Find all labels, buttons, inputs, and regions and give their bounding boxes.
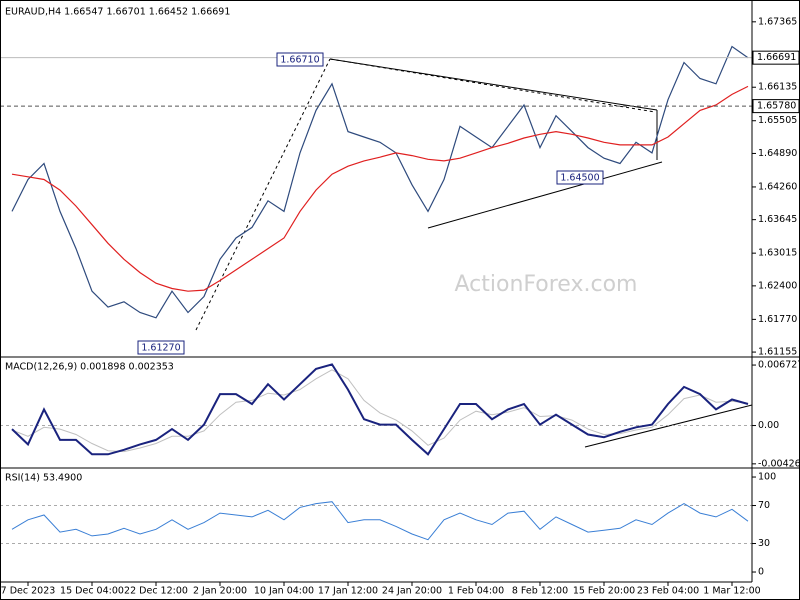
y-tick-label: -0.00426 <box>758 458 800 469</box>
y-tick-label: 1.62400 <box>758 280 797 291</box>
watermark: ActionForex.com <box>455 272 638 297</box>
x-tick-label: 8 Feb 12:00 <box>512 586 568 597</box>
x-tick-label: 7 Dec 2023 <box>1 586 56 597</box>
trend-line <box>195 58 331 331</box>
series-line <box>11 45 749 319</box>
y-tick-label: 1.63645 <box>758 214 797 225</box>
x-tick-label: 24 Jan 20:00 <box>382 586 442 597</box>
annotation-box <box>276 52 324 67</box>
y-tick-label: 1.64260 <box>758 181 797 192</box>
price-label: 1.66691 <box>757 52 796 63</box>
y-tick-label: 1.61155 <box>758 347 797 358</box>
y-tick-label: 0.006727 <box>758 360 800 371</box>
annotation: 1.61270 <box>141 343 180 354</box>
series-line <box>11 85 749 292</box>
price-label: 1.65780 <box>757 101 796 112</box>
y-tick-label: 1.61770 <box>758 314 797 325</box>
y-tick-label: 30 <box>758 538 770 549</box>
panel-title: MACD(12,26,9) 0.001898 0.002353 <box>5 362 174 373</box>
panel-title: EURAUD,H4 1.66547 1.66701 1.66452 1.6669… <box>5 7 230 18</box>
y-tick-label: 1.65505 <box>758 115 797 126</box>
x-tick-label: 23 Feb 04:00 <box>637 586 699 597</box>
x-tick-label: 22 Dec 12:00 <box>124 586 188 597</box>
x-tick-label: 2 Jan 20:00 <box>193 586 247 597</box>
x-tick-label: 1 Mar 12:00 <box>703 586 760 597</box>
x-tick-label: 15 Dec 04:00 <box>60 586 124 597</box>
y-tick-label: 1.66135 <box>758 82 797 93</box>
panel-title: RSI(14) 53.4900 <box>5 473 82 484</box>
y-tick-label: 0 <box>758 567 764 578</box>
x-tick-label: 10 Jan 04:00 <box>254 586 314 597</box>
y-tick-label: 70 <box>758 500 770 511</box>
trend-line <box>427 161 663 229</box>
trend-lines <box>195 58 753 448</box>
y-tick-label: 1.67365 <box>758 16 797 27</box>
y-tick-label: 1.64890 <box>758 148 797 159</box>
y-tick-label: 1.63015 <box>758 248 797 259</box>
trend-line <box>329 58 656 113</box>
series-line <box>11 369 749 453</box>
x-tick-label: 17 Jan 12:00 <box>318 586 378 597</box>
annotation: 1.66710 <box>280 55 319 66</box>
annotation-box <box>556 170 604 185</box>
x-tick-label: 1 Feb 04:00 <box>448 586 504 597</box>
x-tick-label: 15 Feb 20:00 <box>573 586 635 597</box>
series-line <box>11 501 749 541</box>
annotation: 1.64500 <box>560 173 599 184</box>
y-tick-label: 0.00 <box>758 420 779 431</box>
y-tick-label: 100 <box>758 472 776 483</box>
series-line <box>11 363 749 456</box>
annotation-box <box>137 340 185 355</box>
